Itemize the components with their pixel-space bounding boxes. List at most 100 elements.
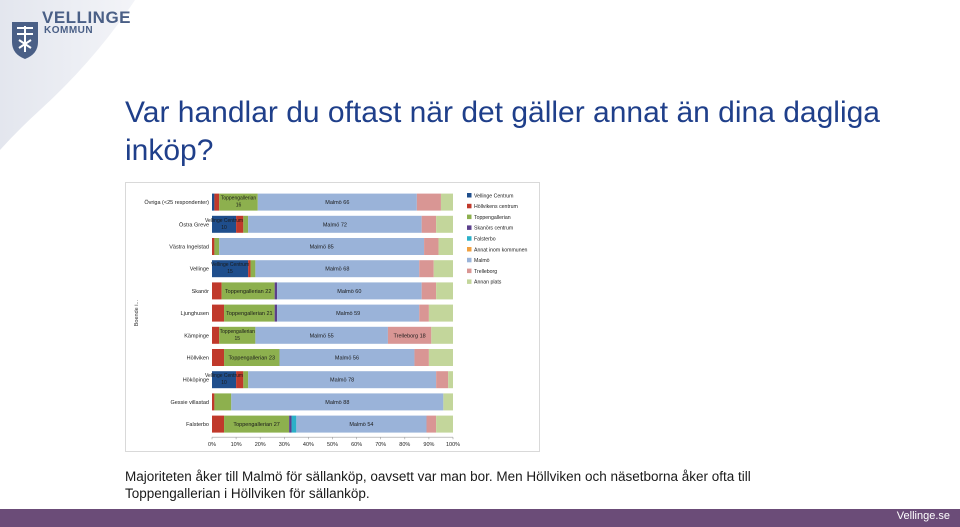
bar-segment [428,349,453,366]
bar-segment [255,326,388,344]
category-label: Kämpinge [184,333,209,339]
bar-segment [414,349,429,366]
bar-segment [212,260,249,278]
crest-icon [12,22,38,59]
logo-subtitle: KOMMUN [44,25,94,36]
bar-segment [236,371,244,389]
bar-segment [289,415,292,433]
data-label: Vellinge Centrum [205,218,243,224]
legend-swatch [467,247,472,252]
bar-segment [248,371,437,389]
data-label: Toppengallerian 23 [229,356,275,362]
y-axis-title: Boende i... [134,299,140,326]
legend-label: Trelleborg [474,269,497,275]
data-label-value: 15 [235,336,241,342]
data-label: Toppengallerian [221,196,257,202]
legend-swatch [467,214,472,220]
stacked-bar-chart: Boende i... Övriga (<25 respondenter) Topp… [125,182,540,452]
bar-segment [243,371,249,389]
bar-segment [419,260,434,278]
bar-segment [274,304,278,322]
bar-segment [436,282,453,300]
bar-segment [212,415,225,433]
data-label: Toppengallerian 21 [226,311,272,317]
x-tick-label: 20% [255,442,266,448]
legend-swatch [467,203,472,209]
bar-segment [212,371,237,389]
legend-label: Malmö [474,258,490,264]
bar-segment [419,304,429,322]
chart-canvas: Boende i... Övriga (<25 respondenter) Topp… [134,193,527,448]
bar-segment [424,238,439,255]
bar-segment [440,193,453,211]
bar-segment [387,326,432,344]
bar-segment [277,304,420,322]
x-tick-label: 70% [375,442,386,448]
data-label: Malmö 55 [310,333,334,339]
legend-swatch [467,193,472,198]
bar-segment [214,393,232,411]
footer-site-link[interactable]: Vellinge.se [896,510,950,522]
data-label: Trelleborg 18 [394,333,426,339]
category-label: Hököpinge [183,378,209,384]
legend-label: Höllvikens centrum [474,204,518,210]
bar-segment [212,193,215,211]
legend-swatch [467,225,472,230]
x-tick-label: 90% [423,442,434,448]
data-label: Malmö 88 [325,400,349,406]
bar-segment [277,282,422,300]
data-label: Toppengallerian 22 [225,289,271,295]
bar-segment [431,326,453,344]
data-label: Malmö 78 [330,378,354,384]
slide-title: Var handlar du oftast när det gäller ann… [125,96,880,167]
bar-segment [274,282,278,300]
category-label: Östra Greve [179,221,209,228]
x-tick-label: 100% [446,442,460,448]
bar-segment [443,393,453,411]
bar-segment [438,238,453,255]
bar-segment [224,349,280,366]
category-label: Övriga (<25 respondenter) [144,199,209,206]
legend-swatch [467,279,472,284]
legend-label: Vellinge Centrum [474,193,514,199]
bar-segment [248,260,251,278]
data-label: Malmö 66 [325,200,349,206]
data-label: Malmö 68 [325,267,349,273]
legend-swatch [467,268,472,274]
data-label: Vellinge Centrum [205,373,243,379]
footer-bar: Vellinge.se [0,509,960,527]
bar-segment [243,215,249,233]
bar-segment [224,304,275,322]
data-label: Vellinge Centrum [211,262,249,268]
bar-segment [219,238,425,255]
bar-segment [426,415,437,433]
bar-segment [291,415,297,433]
data-label-value: 10 [221,225,227,231]
category-label: Gessie villastad [170,400,209,406]
bar-segment [436,415,453,433]
data-label-value: 16 [236,203,242,209]
bar-segment [296,415,427,433]
category-label: Skanör [192,289,210,295]
x-tick-label: 50% [327,442,338,448]
slide-caption: Majoriteten åker till Malmö för sällankö… [125,469,751,501]
category-label: Falsterbo [186,422,209,428]
bar-segment [436,215,453,233]
bar-segment [219,326,256,344]
legend-label: Falsterbo [474,237,496,243]
data-label: Toppengallerian [220,329,256,335]
data-label: Malmö 60 [337,289,361,295]
data-label: Toppengallerian 27 [233,422,279,428]
x-tick-label: 30% [279,442,290,448]
legend-swatch [467,236,472,241]
bar-segment [250,260,256,278]
bar-segment [221,282,275,300]
bar-segment [448,371,453,389]
legend-label: Annan plats [474,280,502,286]
data-label: Malmö 59 [336,311,360,317]
data-label: Malmö 85 [310,245,334,251]
bar-segment [433,260,453,278]
bar-segment [421,215,437,233]
bar-segment [236,215,244,233]
category-label: Västra Ingelstad [169,245,209,251]
